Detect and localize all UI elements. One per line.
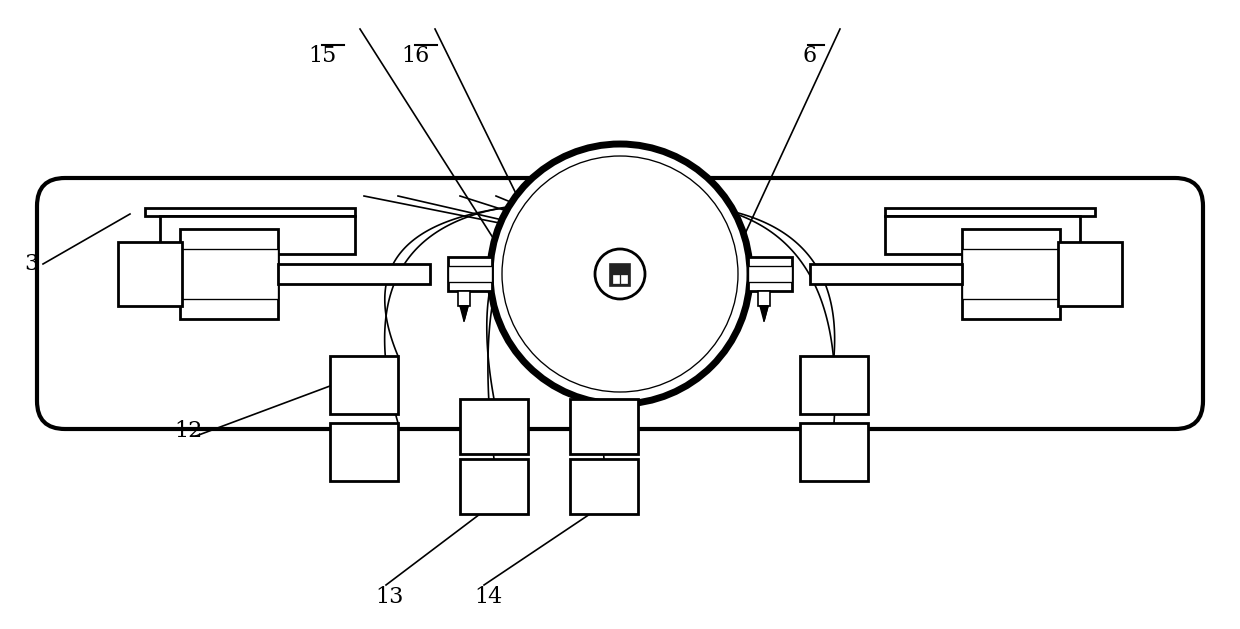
Text: 12: 12 [174, 420, 202, 442]
Bar [460, 459, 528, 514]
Bar [570, 399, 639, 454]
Text: 15: 15 [308, 45, 336, 67]
Circle shape [595, 249, 645, 299]
Bar [1058, 242, 1122, 306]
Bar [448, 266, 492, 282]
Bar [885, 208, 1095, 216]
Bar [758, 291, 770, 306]
Bar [800, 423, 868, 481]
Bar [748, 266, 792, 282]
Polygon shape [760, 306, 768, 321]
Text: 13: 13 [376, 586, 404, 608]
Bar [800, 356, 868, 414]
FancyBboxPatch shape [37, 178, 1203, 429]
Bar [621, 275, 627, 283]
Bar [885, 216, 1080, 254]
Bar [460, 399, 528, 454]
Bar [278, 264, 430, 284]
Circle shape [490, 144, 750, 404]
Bar [810, 264, 962, 284]
Bar [118, 242, 182, 306]
Bar [180, 229, 278, 319]
Text: 6: 6 [804, 45, 817, 67]
Bar [610, 264, 630, 286]
Bar [570, 459, 639, 514]
Bar [748, 257, 792, 291]
Bar [330, 423, 398, 481]
Bar [962, 249, 1060, 299]
Text: 16: 16 [401, 45, 429, 67]
Bar [613, 275, 619, 283]
Bar [448, 257, 492, 291]
Polygon shape [460, 306, 467, 321]
Bar [330, 356, 398, 414]
Bar [962, 229, 1060, 319]
Bar [458, 291, 470, 306]
Bar [145, 208, 355, 216]
Text: 3: 3 [24, 253, 38, 275]
Text: 14: 14 [474, 586, 502, 608]
Bar [180, 249, 278, 299]
Bar [160, 216, 355, 254]
